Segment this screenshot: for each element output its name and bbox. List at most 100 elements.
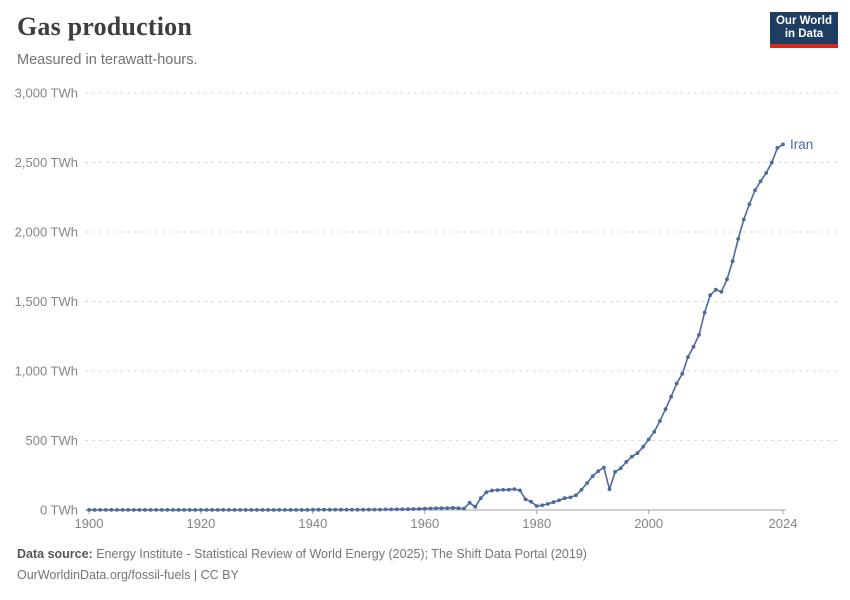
data-point[interactable] <box>652 429 657 434</box>
data-point[interactable] <box>92 508 97 512</box>
data-point[interactable] <box>394 507 399 512</box>
data-point[interactable] <box>187 508 192 512</box>
data-point[interactable] <box>730 259 735 264</box>
data-point[interactable] <box>478 496 483 501</box>
data-point[interactable] <box>159 508 164 512</box>
data-point[interactable] <box>350 507 354 512</box>
data-point[interactable] <box>579 487 584 492</box>
data-point[interactable] <box>176 508 181 512</box>
data-point[interactable] <box>131 508 136 512</box>
data-point[interactable] <box>658 419 662 423</box>
data-point[interactable] <box>154 508 159 512</box>
data-point[interactable] <box>165 508 170 512</box>
data-point[interactable] <box>630 454 634 459</box>
data-point[interactable] <box>283 508 287 512</box>
data-point[interactable] <box>456 506 461 511</box>
data-point[interactable] <box>249 508 254 512</box>
data-point[interactable] <box>271 508 276 512</box>
data-point[interactable] <box>126 508 131 512</box>
data-point[interactable] <box>686 355 690 359</box>
data-point[interactable] <box>199 508 203 512</box>
data-point[interactable] <box>781 142 785 147</box>
data-point[interactable] <box>400 507 405 512</box>
data-point[interactable] <box>143 508 147 512</box>
data-point[interactable] <box>602 465 606 470</box>
data-point[interactable] <box>747 202 752 207</box>
data-point[interactable] <box>708 293 713 298</box>
data-point[interactable] <box>618 466 623 471</box>
data-point[interactable] <box>769 160 774 165</box>
data-point[interactable] <box>109 508 114 512</box>
data-point[interactable] <box>366 507 371 512</box>
data-point[interactable] <box>182 508 187 512</box>
data-point[interactable] <box>574 493 578 498</box>
data-point[interactable] <box>534 504 539 508</box>
data-point[interactable] <box>462 506 466 511</box>
data-point[interactable] <box>98 508 103 512</box>
data-point[interactable] <box>171 508 175 512</box>
data-point[interactable] <box>490 488 494 493</box>
data-point[interactable] <box>339 507 343 512</box>
data-point[interactable] <box>607 487 612 492</box>
data-point[interactable] <box>674 381 679 386</box>
data-point[interactable] <box>148 508 153 512</box>
data-point[interactable] <box>764 171 769 175</box>
data-point[interactable] <box>529 499 533 504</box>
data-point[interactable] <box>227 508 231 512</box>
data-point[interactable] <box>753 188 757 193</box>
data-point[interactable] <box>663 407 668 412</box>
data-point[interactable] <box>613 470 617 474</box>
data-point[interactable] <box>422 506 427 511</box>
data-point[interactable] <box>411 507 416 511</box>
data-point[interactable] <box>238 508 243 512</box>
data-point[interactable] <box>719 289 724 294</box>
data-point[interactable] <box>484 490 489 495</box>
data-point[interactable] <box>691 344 696 349</box>
data-point[interactable] <box>506 487 511 492</box>
data-point[interactable] <box>624 460 629 464</box>
data-point[interactable] <box>215 508 220 512</box>
data-point[interactable] <box>294 508 298 512</box>
data-point[interactable] <box>305 508 310 512</box>
data-point[interactable] <box>467 500 472 505</box>
data-point[interactable] <box>378 507 382 512</box>
data-point[interactable] <box>383 507 388 512</box>
data-point[interactable] <box>568 495 573 500</box>
data-point[interactable] <box>428 506 433 511</box>
data-point[interactable] <box>232 508 237 512</box>
data-point[interactable] <box>204 508 209 512</box>
data-point[interactable] <box>697 333 701 337</box>
data-point[interactable] <box>736 237 741 241</box>
data-point[interactable] <box>646 437 651 442</box>
data-point[interactable] <box>243 508 248 512</box>
data-point[interactable] <box>266 508 270 512</box>
data-point[interactable] <box>596 469 601 473</box>
data-point[interactable] <box>120 508 125 512</box>
data-point[interactable] <box>137 508 142 512</box>
data-point[interactable] <box>540 503 545 508</box>
data-point[interactable] <box>103 508 108 512</box>
data-point[interactable] <box>557 498 561 503</box>
data-point[interactable] <box>551 500 556 505</box>
data-point[interactable] <box>725 277 729 282</box>
data-point[interactable] <box>562 496 567 501</box>
data-point[interactable] <box>277 508 282 512</box>
data-point[interactable] <box>546 502 550 506</box>
data-point[interactable] <box>635 451 640 455</box>
data-point[interactable] <box>495 488 500 492</box>
data-point[interactable] <box>406 507 410 512</box>
data-point[interactable] <box>255 508 259 512</box>
data-point[interactable] <box>590 474 595 479</box>
data-point[interactable] <box>221 508 226 512</box>
data-point[interactable] <box>210 508 215 512</box>
data-point[interactable] <box>713 287 718 292</box>
data-point[interactable] <box>775 146 780 150</box>
data-point[interactable] <box>523 497 528 502</box>
data-point[interactable] <box>518 488 522 493</box>
data-point[interactable] <box>445 506 450 510</box>
data-point[interactable] <box>115 508 119 512</box>
data-point[interactable] <box>299 508 304 512</box>
data-point[interactable] <box>327 507 332 512</box>
data-point[interactable] <box>288 508 293 512</box>
